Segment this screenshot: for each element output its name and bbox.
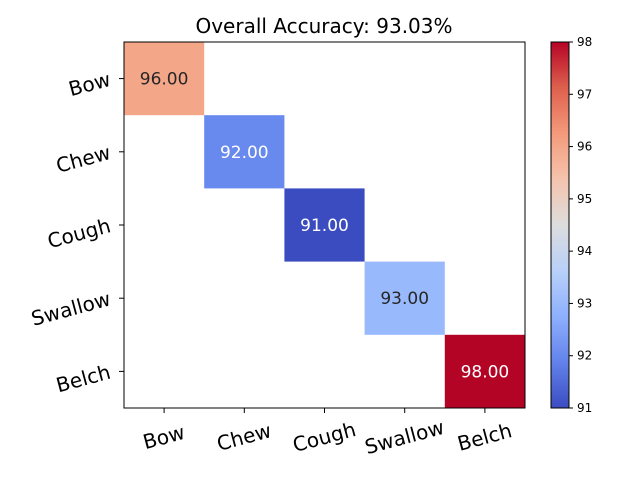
- cell-value-label: 91.00: [300, 216, 349, 236]
- colorbar: 91 92 93 94 95 96 97 98: [550, 35, 592, 415]
- heatmap-cell: [284, 188, 365, 262]
- chart-title: Overall Accuracy: 93.03%: [195, 14, 452, 38]
- y-tick-label: Cough: [45, 213, 113, 253]
- y-tick-label: Bow: [66, 67, 113, 101]
- x-tick-label: Belch: [455, 418, 515, 455]
- colorbar-gradient: [551, 42, 569, 408]
- x-tick-label: Chew: [214, 418, 274, 455]
- x-tick-label: Bow: [140, 420, 187, 454]
- colorbar-tick-label: 95: [577, 192, 592, 206]
- colorbar-tick-label: 91: [577, 401, 592, 415]
- colorbar-frame: [550, 41, 570, 409]
- colorbar-tick-label: 97: [577, 87, 592, 101]
- heatmap-cell: [444, 334, 525, 408]
- cell-value-label: 96.00: [140, 70, 189, 90]
- colorbar-tick-label: 93: [577, 296, 592, 310]
- heatmap-cells: 96.00 92.00 91.00 93.00 98.00: [124, 42, 525, 408]
- colorbar-tick-label: 94: [577, 244, 592, 258]
- heatmap-cell: [204, 115, 285, 189]
- cell-value-label: 93.00: [380, 289, 429, 309]
- heatmap-cell: [124, 42, 205, 116]
- cell-value-label: 92.00: [220, 143, 269, 163]
- colorbar-tick-label: 96: [577, 140, 592, 154]
- y-tick-label: Swallow: [29, 287, 113, 331]
- x-tick-label: Swallow: [362, 415, 446, 459]
- colorbar-tick-label: 92: [577, 349, 592, 363]
- y-tick-label: Chew: [53, 140, 113, 177]
- heatmap-cell: [364, 261, 445, 335]
- x-tick-label: Cough: [290, 417, 358, 457]
- y-tick-label: Belch: [54, 360, 114, 397]
- cell-value-label: 98.00: [461, 362, 510, 382]
- colorbar-tick-label: 98: [577, 35, 592, 49]
